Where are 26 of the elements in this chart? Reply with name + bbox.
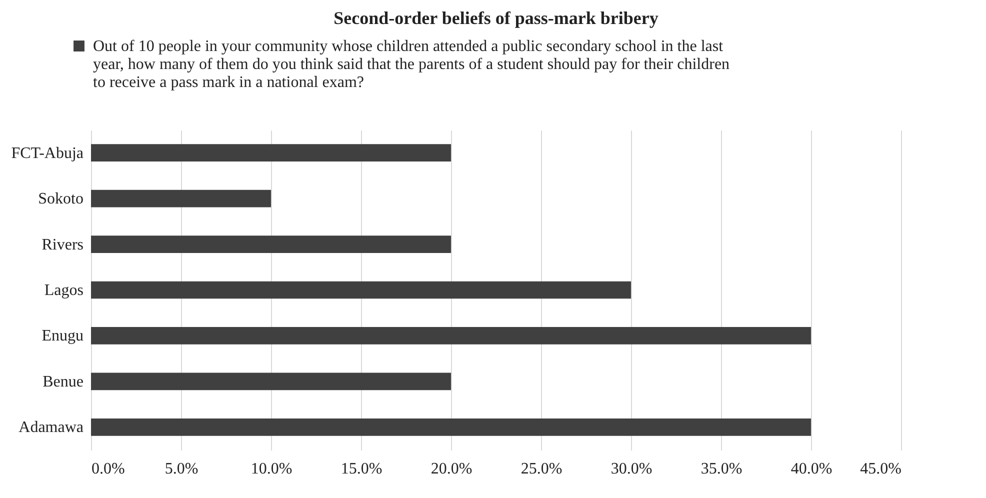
y-tick-label: Benue: [42, 373, 84, 390]
x-tick-label: 10.0%: [250, 460, 292, 478]
x-tick-label: 15.0%: [340, 460, 382, 478]
x-tick-label: 35.0%: [700, 460, 742, 478]
y-tick-label: Sokoto: [38, 190, 84, 208]
bar: [91, 281, 631, 299]
x-tick-label: 25.0%: [520, 460, 562, 478]
chart-title: Second-order beliefs of pass-mark bribery: [334, 8, 658, 28]
bar: [91, 144, 451, 162]
bar: [91, 236, 451, 253]
bar: [91, 327, 811, 344]
y-tick-label: FCT-Abuja: [11, 144, 84, 162]
x-tick-label: 5.0%: [164, 460, 198, 478]
y-tick-label: Enugu: [42, 328, 84, 345]
bar: [91, 418, 811, 436]
y-tick-label: Lagos: [44, 282, 84, 299]
x-tick-label: 40.0%: [790, 460, 832, 478]
y-tick-label: Adamawa: [18, 419, 84, 436]
bar: [91, 190, 271, 208]
x-tick-label: 20.0%: [430, 460, 472, 478]
x-tick-label: 30.0%: [610, 460, 652, 478]
legend-label: Out of 10 people in your community whose children attended a public secondary school in the last year, how many of them do you think said that the parents of a student should pay for their children to receive a pass mark in a national exam?: [93, 38, 730, 91]
x-tick-label: 0.0%: [92, 460, 125, 478]
x-tick-label: 45.0%: [860, 460, 902, 478]
y-tick-label: Rivers: [42, 236, 84, 254]
bar: [91, 372, 451, 390]
